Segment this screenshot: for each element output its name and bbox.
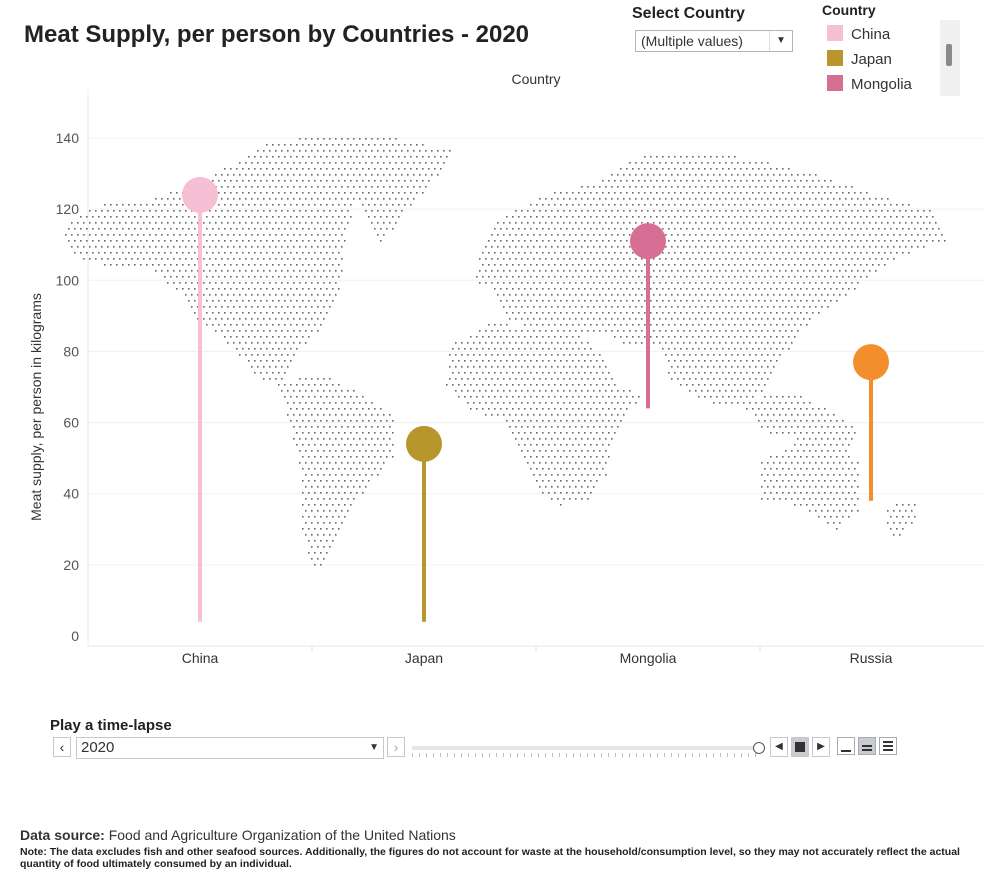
next-button[interactable]: › <box>387 737 405 757</box>
legend-scrollbar[interactable] <box>940 20 960 96</box>
y-tick-label: 60 <box>63 415 79 431</box>
legend-scroll-thumb[interactable] <box>946 44 952 66</box>
x-tick-label: China <box>182 650 219 666</box>
lollipop-head <box>630 223 666 260</box>
legend-item-label: China <box>851 26 891 43</box>
country-select-value: (Multiple values) <box>641 33 743 49</box>
speed-medium-button[interactable] <box>858 737 876 755</box>
chart-title: Meat Supply, per person by Countries - 2… <box>24 21 530 48</box>
y-axis-label: Meat supply, per person in kilograms <box>28 293 44 521</box>
year-select[interactable]: 2020 ▼ <box>76 737 384 759</box>
x-tick-label: Mongolia <box>620 650 677 666</box>
legend-item-mongolia[interactable]: Mongolia <box>827 75 912 93</box>
legend-item-china[interactable]: China <box>827 25 890 43</box>
x-axis-title: Country <box>511 71 560 87</box>
x-tick-label: Japan <box>405 650 443 666</box>
y-tick-label: 40 <box>63 486 79 502</box>
lollipop-head <box>406 425 442 462</box>
play-forward-button[interactable]: ▶ <box>812 737 830 757</box>
playback-control: Play a time-lapse ‹ 2020 ▼ › ◀ ▶ <box>50 717 897 759</box>
legend-swatch <box>827 50 843 66</box>
previous-button[interactable]: ‹ <box>53 737 71 757</box>
country-filter: Select Country (Multiple values) ▼ <box>632 5 793 52</box>
y-tick-label: 80 <box>63 343 79 359</box>
footer: Data source: Food and Agriculture Organi… <box>20 827 980 870</box>
y-tick-label: 0 <box>71 628 79 644</box>
y-tick-label: 140 <box>56 130 80 146</box>
legend-swatch <box>827 75 843 91</box>
slider-thumb[interactable] <box>753 742 765 754</box>
legend-swatch <box>827 25 843 41</box>
chevron-down-icon[interactable]: ▼ <box>769 31 792 51</box>
legend-item-label: Japan <box>851 51 892 68</box>
country-select[interactable]: (Multiple values) ▼ <box>635 30 793 52</box>
filter-title: Select Country <box>632 5 745 22</box>
playback-title: Play a time-lapse <box>50 717 172 734</box>
legend-title: Country <box>822 2 876 18</box>
speed-fast-button[interactable] <box>879 737 897 755</box>
y-tick-label: 120 <box>56 201 80 217</box>
note-label: Note: <box>20 846 47 858</box>
slider-ticks <box>412 753 756 757</box>
lollipop-head <box>853 344 889 381</box>
year-select-value: 2020 <box>81 739 115 756</box>
note-text: The data excludes fish and other seafood… <box>20 846 960 870</box>
lollipop-chart: 0 20 40 60 80 100 120 140 Meat supply, per perso… <box>28 71 985 666</box>
y-tick-label: 20 <box>63 557 79 573</box>
speed-slow-button[interactable] <box>837 737 855 755</box>
data-source-text: Food and Agriculture Organization of the… <box>108 827 456 843</box>
chevron-down-icon[interactable]: ▼ <box>369 742 379 753</box>
y-tick-label: 100 <box>56 272 80 288</box>
data-source-label: Data source: <box>20 827 105 843</box>
legend-item-label: Mongolia <box>851 76 912 93</box>
lollipop-head <box>182 176 218 213</box>
legend: Country China Japan Mongolia <box>822 2 960 96</box>
play-backward-button[interactable]: ◀ <box>770 737 788 757</box>
time-slider[interactable] <box>412 746 756 750</box>
data-source: Data source: Food and Agriculture Organi… <box>20 827 980 843</box>
note: Note: The data excludes fish and other s… <box>20 846 980 870</box>
legend-item-japan[interactable]: Japan <box>827 50 892 68</box>
x-tick-label: Russia <box>850 650 893 666</box>
stop-button[interactable] <box>791 737 809 757</box>
